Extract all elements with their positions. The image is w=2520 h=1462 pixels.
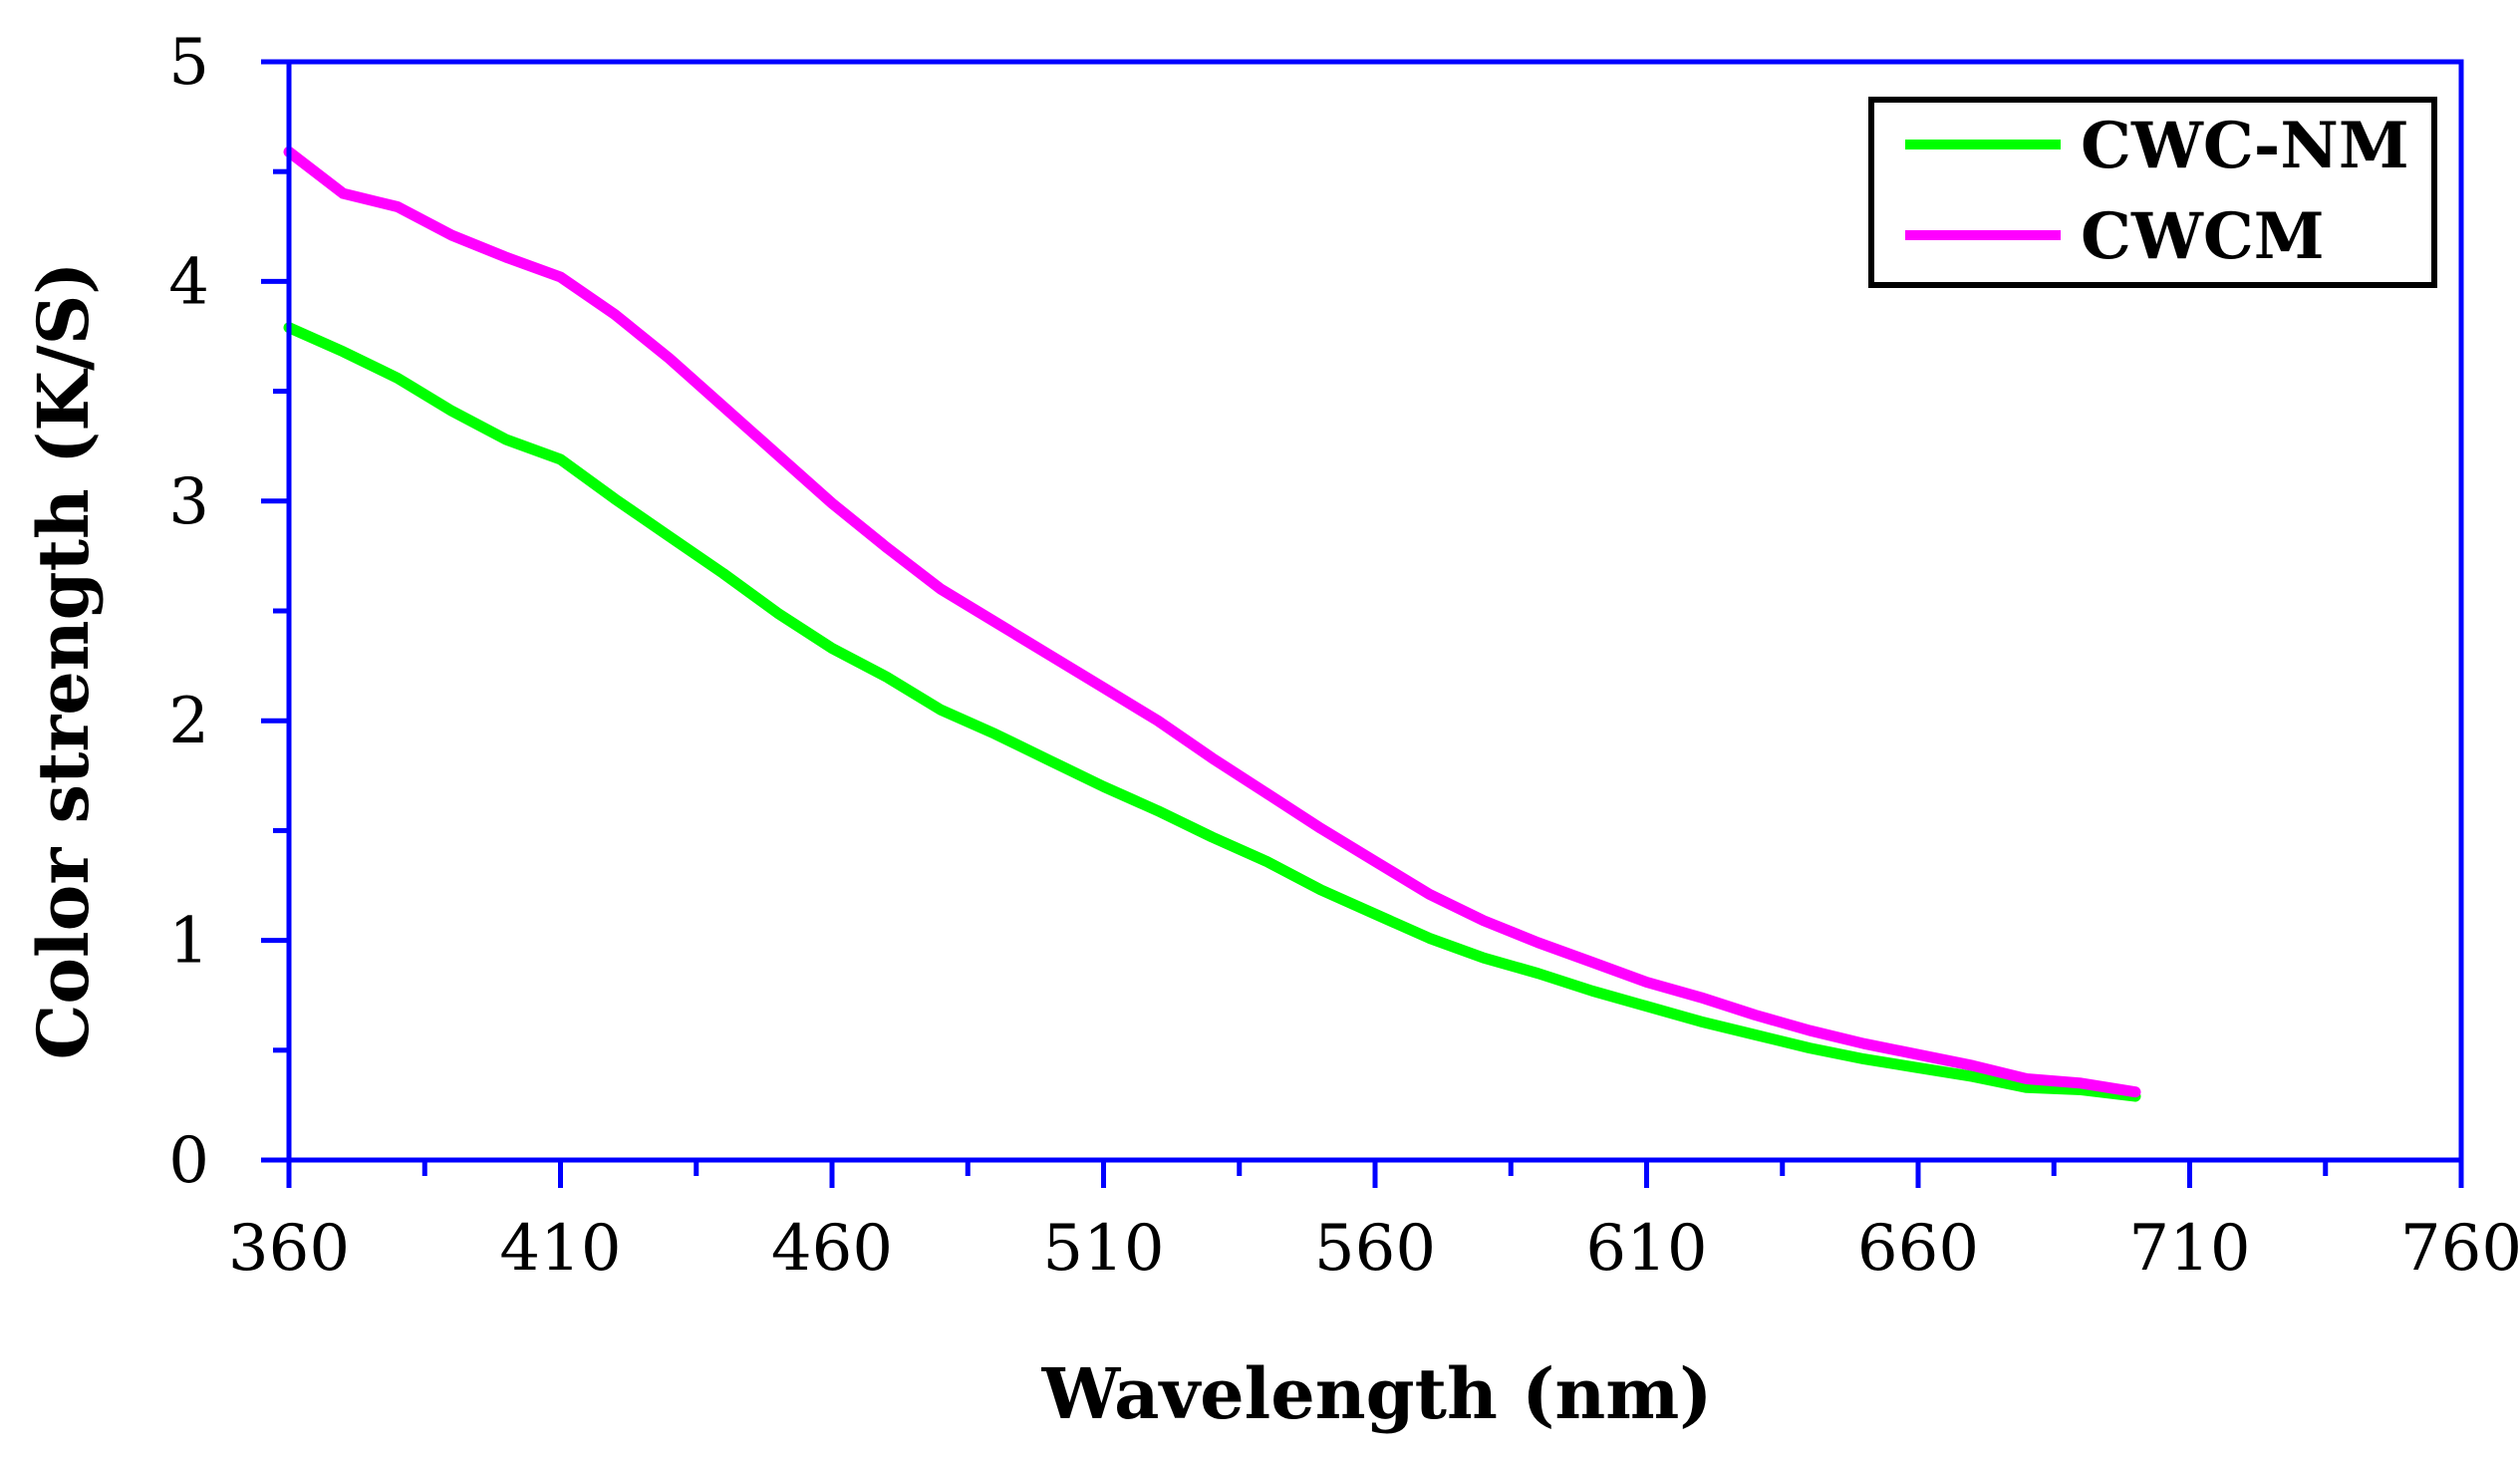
x-tick-label: 360	[228, 1212, 350, 1286]
y-tick-label: 0	[168, 1124, 209, 1198]
x-tick-label: 460	[771, 1212, 893, 1286]
y-tick-label: 2	[168, 685, 209, 758]
x-axis-title: Wavelength (nm)	[1041, 1352, 1713, 1435]
x-tick-label: 410	[499, 1212, 621, 1286]
y-tick-label: 1	[168, 905, 209, 979]
x-tick-label: 560	[1314, 1212, 1436, 1286]
legend-label-cwc-nm: CWC-NM	[2081, 109, 2409, 183]
series-line-cwcm	[283, 146, 2141, 1098]
legend-box	[1868, 97, 2437, 288]
y-tick-label: 5	[168, 26, 209, 100]
axes-layer: 0 1 2 3 4 5 360 410 460 510 560 610 660 710 760	[168, 26, 2520, 1286]
y-tick-label: 3	[168, 465, 209, 539]
x-tick-label: 710	[2128, 1212, 2250, 1286]
x-tick-label: 510	[1042, 1212, 1164, 1286]
legend: CWC-NM CWCM	[1868, 97, 2437, 288]
legend-label-cwcm: CWCM	[2081, 199, 2325, 274]
x-tick-label: 610	[1585, 1212, 1707, 1286]
plot-layer	[283, 146, 2141, 1102]
y-tick-label: 4	[168, 245, 209, 319]
x-tick-label: 760	[2400, 1212, 2520, 1286]
x-tick-label: 660	[1857, 1212, 1979, 1286]
series-line-cwc-nm	[283, 322, 2141, 1102]
y-axis-title: Color strength (K/S)	[22, 262, 105, 1060]
